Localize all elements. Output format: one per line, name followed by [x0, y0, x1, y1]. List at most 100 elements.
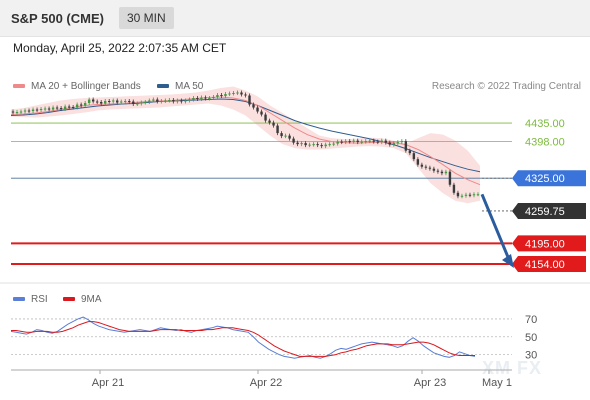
- candle: [220, 92, 223, 98]
- candle: [268, 118, 271, 125]
- x-tick-label: May 1: [482, 377, 512, 389]
- candle-body: [67, 106, 71, 108]
- candle: [35, 107, 39, 113]
- candle: [192, 96, 195, 102]
- symbol-title: S&P 500 (CME): [11, 11, 104, 26]
- candle: [168, 98, 171, 103]
- candle: [136, 101, 139, 107]
- candle-body: [236, 92, 239, 94]
- candle-body: [31, 109, 35, 112]
- legend-swatch: [63, 297, 75, 302]
- candle-body: [272, 122, 275, 126]
- candle-body: [95, 101, 99, 103]
- candle: [19, 109, 23, 115]
- candle-body: [472, 194, 476, 196]
- candle-body: [156, 99, 159, 102]
- candle: [156, 97, 159, 104]
- candle-body: [112, 100, 115, 102]
- candle: [51, 105, 55, 112]
- candle: [152, 97, 155, 103]
- candle-body: [108, 101, 111, 103]
- candle: [404, 139, 408, 153]
- level-tag-text: 4154.00: [525, 259, 565, 271]
- candle-body: [456, 192, 460, 197]
- candle: [344, 139, 347, 145]
- candle-body: [244, 94, 247, 96]
- candle-body: [216, 94, 219, 97]
- candle-body: [248, 95, 251, 105]
- candle: [132, 99, 135, 107]
- candle-body: [124, 101, 127, 103]
- candle-body: [176, 100, 179, 102]
- timeframe-button[interactable]: 30 MIN: [119, 7, 174, 29]
- candle: [288, 133, 291, 141]
- level-label-4398.00: 4398.00: [525, 137, 565, 149]
- candle: [176, 98, 179, 104]
- candle-body: [420, 164, 424, 167]
- candle: [180, 98, 183, 104]
- candle-body: [63, 106, 67, 110]
- watermark: XM FX: [482, 358, 543, 378]
- candle-body: [75, 104, 79, 108]
- candle: [200, 95, 203, 102]
- candle: [27, 108, 31, 114]
- candle: [444, 169, 448, 176]
- candle-body: [340, 141, 343, 143]
- candle-body: [428, 167, 432, 169]
- candle-body: [256, 107, 259, 112]
- candle: [360, 139, 363, 145]
- candle-body: [364, 141, 367, 143]
- legend-swatch: [13, 297, 25, 302]
- candle: [252, 102, 255, 110]
- candle: [400, 139, 404, 145]
- candle: [11, 109, 15, 115]
- candle-body: [128, 101, 131, 103]
- candle: [216, 92, 219, 99]
- x-tick-label: Apr 22: [250, 377, 282, 389]
- candle: [188, 97, 191, 103]
- candle-body: [452, 184, 456, 193]
- candle: [63, 104, 67, 112]
- candle: [332, 141, 335, 147]
- candle-body: [79, 104, 83, 106]
- candle-body: [384, 140, 388, 143]
- candle: [324, 142, 327, 149]
- candle: [120, 99, 123, 105]
- candle: [432, 166, 436, 173]
- candle: [472, 192, 476, 198]
- candle-body: [444, 171, 448, 174]
- candle: [236, 90, 239, 95]
- candle-body: [59, 108, 63, 110]
- level-label-4435.00: 4435.00: [525, 118, 565, 130]
- level-tag-text: 4259.75: [525, 206, 565, 218]
- candle-body: [19, 111, 23, 113]
- candle-body: [356, 140, 359, 143]
- legend-label: 9MA: [81, 294, 102, 305]
- candle-body: [180, 100, 183, 102]
- candle-body: [120, 101, 123, 103]
- candle-body: [116, 100, 119, 103]
- candle: [184, 98, 187, 104]
- candle-body: [91, 99, 95, 102]
- candle: [292, 136, 295, 145]
- candle: [380, 138, 383, 145]
- candle-body: [440, 171, 444, 174]
- candle: [91, 97, 95, 104]
- candle-body: [240, 92, 243, 95]
- candle-body: [404, 141, 408, 151]
- candle: [392, 141, 396, 147]
- candle: [232, 90, 235, 96]
- candle-body: [87, 99, 91, 104]
- candle-body: [200, 97, 203, 100]
- candle: [79, 102, 83, 108]
- candle: [436, 168, 440, 174]
- candle: [75, 102, 79, 110]
- candle-body: [432, 168, 436, 171]
- candle: [284, 133, 287, 139]
- candle-body: [416, 159, 420, 165]
- candle: [412, 151, 416, 162]
- rsi-tick-label: 50: [525, 332, 537, 344]
- candle: [364, 139, 367, 144]
- candle-body: [388, 142, 392, 145]
